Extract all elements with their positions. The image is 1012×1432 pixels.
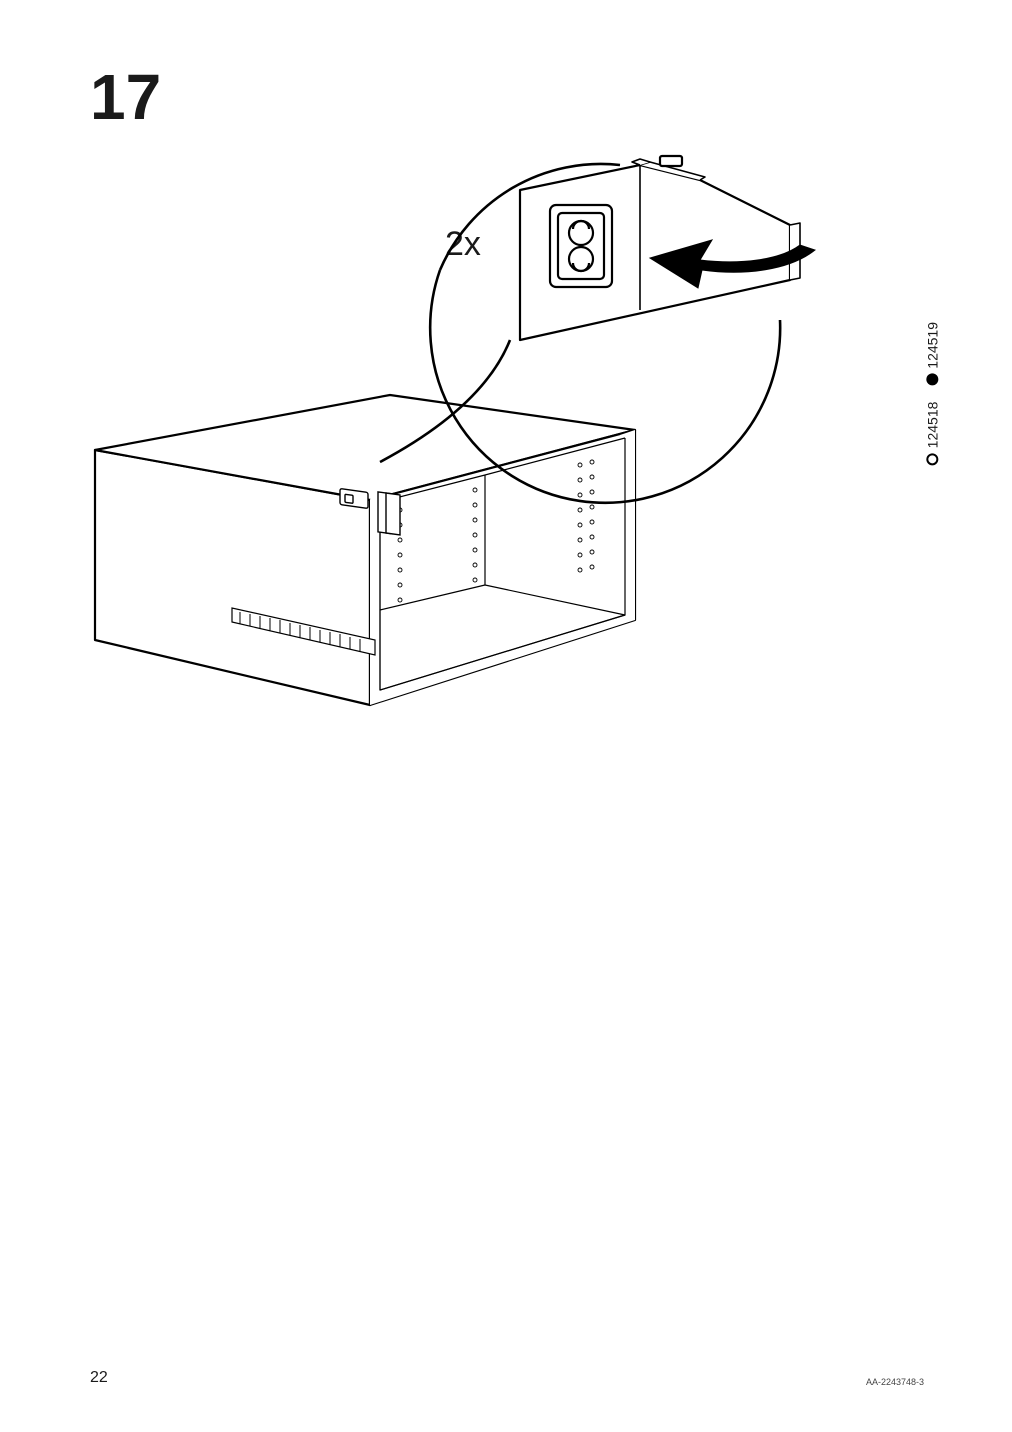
part-code: 124519 (924, 322, 940, 369)
legend-item: 124518 (924, 402, 940, 466)
callout-detail (520, 156, 800, 340)
page-number: 22 (90, 1369, 108, 1387)
step-number: 17 (90, 60, 161, 134)
part-number-legend: 124518 124519 (924, 310, 941, 465)
part-code: 124518 (924, 402, 940, 449)
assembly-diagram (80, 150, 900, 710)
cabinet-body (95, 395, 635, 705)
hollow-circle-icon (926, 453, 938, 465)
legend-item: 124519 (924, 322, 940, 386)
instruction-page: 17 2x 124518 124519 (0, 0, 1012, 1432)
document-id: AA-2243748-3 (866, 1377, 924, 1387)
solid-circle-icon (926, 374, 938, 386)
